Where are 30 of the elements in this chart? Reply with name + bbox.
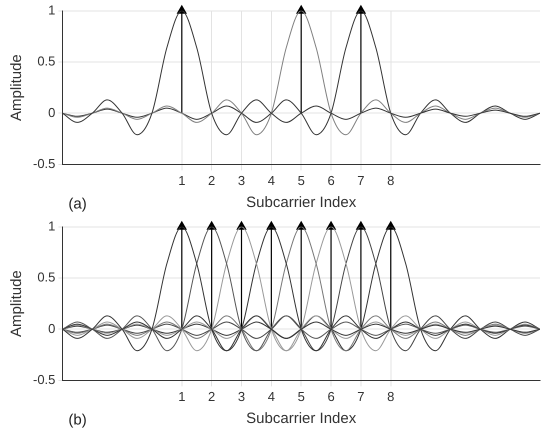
y-tick-label: -0.5 xyxy=(32,156,56,171)
x-tick-label: 8 xyxy=(387,388,394,404)
y-tick-label: 0.5 xyxy=(37,270,56,285)
y-tick-label: 0.5 xyxy=(37,54,56,69)
x-tick-label: 3 xyxy=(238,172,246,188)
x-tick-label: 8 xyxy=(387,172,394,188)
x-tick-label: 2 xyxy=(208,172,216,188)
x-tick-label: 4 xyxy=(268,172,275,188)
x-tick-label: 6 xyxy=(327,388,335,404)
text: (b) xyxy=(68,412,87,429)
x-axis-title: Subcarrier Index xyxy=(246,194,357,212)
x-tick-label: 1 xyxy=(178,172,186,188)
x-tick-label: 2 xyxy=(208,388,216,404)
y-axis-title: Amplitude xyxy=(8,270,26,337)
y-tick-label: 0 xyxy=(48,320,56,336)
y-tick-label: -0.5 xyxy=(32,372,56,387)
x-tick-label: 6 xyxy=(327,172,335,188)
x-tick-label: 5 xyxy=(298,172,305,188)
x-tick-label: 7 xyxy=(357,388,365,404)
y-axis-title: Amplitude xyxy=(8,54,26,121)
x-axis-title: Subcarrier Index xyxy=(246,410,357,428)
text: (a) xyxy=(68,196,87,213)
x-tick-label: 4 xyxy=(268,388,275,404)
x-tick-label: 5 xyxy=(298,388,305,404)
y-tick-label: 0 xyxy=(48,104,56,120)
y-tick-label: 1 xyxy=(48,2,56,18)
x-tick-label: 3 xyxy=(238,388,246,404)
x-tick-label: 1 xyxy=(178,388,186,404)
y-tick-label: 1 xyxy=(48,218,56,234)
x-tick-label: 7 xyxy=(357,172,365,188)
